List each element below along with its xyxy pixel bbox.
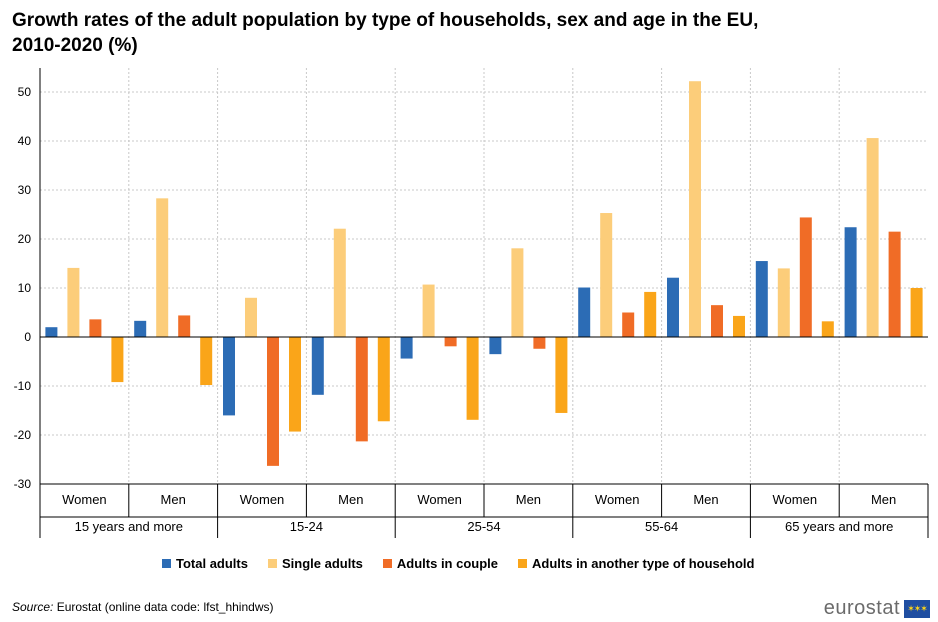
bar-total-adults (134, 320, 147, 337)
x-group-label: 15 years and more (75, 519, 183, 534)
y-tick-label: 40 (18, 134, 32, 148)
chart-title: Growth rates of the adult population by … (12, 10, 759, 56)
bar-single-adults (422, 284, 435, 337)
bar-total-adults (578, 287, 591, 337)
legend-item-total-adults[interactable]: Total adults (162, 556, 248, 571)
legend-label: Single adults (281, 556, 363, 571)
legend-item-single-adults[interactable]: Single adults (267, 556, 363, 571)
y-tick-label: 50 (18, 85, 32, 99)
bar-single-adults (156, 198, 169, 337)
bar-adults-in-couple (89, 319, 102, 337)
x-group-label: 15-24 (290, 519, 323, 534)
bar-total-adults (45, 327, 58, 337)
bar-total-adults (844, 227, 857, 337)
bar-adults-in-another-type-of-household (289, 337, 301, 432)
x-category-label: Women (595, 492, 640, 507)
source-label: Source: (12, 600, 54, 614)
x-category-label: Women (773, 492, 818, 507)
x-category-label: Women (417, 492, 462, 507)
bar-total-adults (311, 337, 324, 395)
brand-name: eurostat (823, 597, 900, 619)
x-category-label: Men (338, 492, 363, 507)
bar-adults-in-couple (267, 337, 279, 466)
bar-adults-in-another-type-of-household (466, 337, 479, 420)
y-tick-label: 0 (24, 330, 31, 344)
bar-adults-in-another-type-of-household (821, 321, 834, 337)
bar-adults-in-another-type-of-household (733, 315, 745, 337)
bar-single-adults (511, 248, 524, 337)
bar-layer (45, 81, 923, 466)
bar-adults-in-couple (533, 337, 546, 349)
legend: Total adults Single adults Adults in cou… (162, 556, 754, 571)
legend-label: Adults in another type of household (532, 556, 755, 571)
bar-single-adults (67, 267, 80, 337)
bar-total-adults (223, 337, 235, 416)
legend-swatch-adults-other-household (518, 559, 528, 568)
bar-single-adults (245, 297, 257, 337)
axis-layer: 50 40 30 20 10 0 -10 -20 -30 Women Men Women Men Wome… (14, 68, 929, 538)
x-category-label: Women (240, 492, 285, 507)
bar-adults-in-couple (622, 312, 635, 337)
bar-adults-in-couple (711, 305, 723, 337)
y-tick-label: -30 (14, 477, 32, 491)
x-group-label: 25-54 (467, 519, 500, 534)
bar-adults-in-couple (444, 337, 457, 347)
bar-single-adults (600, 213, 613, 337)
x-category-label: Men (693, 492, 718, 507)
bar-single-adults (333, 228, 346, 337)
bar-adults-in-couple (178, 315, 191, 337)
eurostat-logo: eurostat ✶✶✶ (824, 597, 930, 620)
bar-adults-in-couple (799, 217, 812, 337)
eu-flag-icon: ✶✶✶ (904, 599, 930, 618)
x-group-label: 65 years and more (785, 519, 893, 534)
bar-adults-in-another-type-of-household (111, 337, 124, 383)
bar-single-adults (866, 138, 879, 337)
bar-single-adults (777, 268, 790, 337)
bar-total-adults (667, 277, 679, 337)
x-category-label: Men (161, 492, 186, 507)
bar-total-adults (400, 337, 413, 359)
legend-label: Adults in couple (396, 556, 499, 571)
source-note: Source: Eurostat (online data code: lfst… (12, 600, 273, 614)
y-tick-label: -10 (14, 379, 32, 393)
x-category-label: Men (516, 492, 541, 507)
y-tick-label: 20 (18, 232, 32, 246)
bar-adults-in-another-type-of-household (644, 291, 657, 337)
bar-adults-in-another-type-of-household (200, 337, 213, 386)
bar-single-adults (689, 81, 701, 337)
bar-total-adults (489, 337, 502, 355)
legend-label: Total adults (176, 556, 248, 571)
bar-adults-in-couple (888, 231, 901, 337)
grid-layer (40, 68, 928, 485)
y-tick-label: -20 (14, 428, 32, 442)
x-category-label: Women (62, 492, 107, 507)
bar-total-adults (755, 261, 768, 337)
bar-adults-in-another-type-of-household (555, 337, 568, 413)
bar-adults-in-another-type-of-household (910, 288, 923, 337)
y-tick-label: 10 (18, 281, 32, 295)
legend-item-adults-in-couple[interactable]: Adults in couple (382, 556, 499, 571)
legend-item-adults-other-household[interactable]: Adults in another type of household (518, 556, 754, 571)
legend-swatch-single-adults (267, 559, 277, 568)
legend-swatch-total-adults (162, 559, 171, 568)
bar-adults-in-another-type-of-household (377, 337, 390, 422)
bar-adults-in-couple (355, 337, 368, 442)
x-group-label: 55-64 (645, 519, 678, 534)
x-category-label: Men (871, 492, 896, 507)
legend-swatch-adults-in-couple (382, 559, 392, 568)
y-tick-label: 30 (18, 183, 32, 197)
source-text: Eurostat (online data code: lfst_hhindws… (53, 600, 274, 614)
